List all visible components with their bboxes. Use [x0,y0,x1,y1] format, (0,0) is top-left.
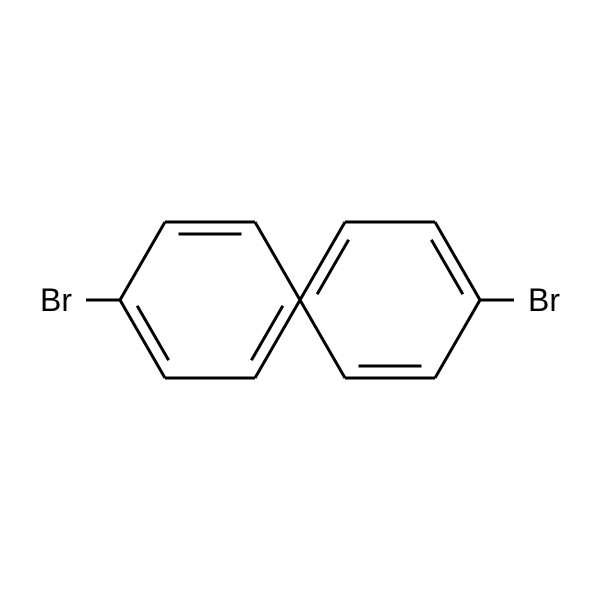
bond [317,240,349,295]
bond [435,222,480,300]
bond [137,306,169,361]
bond [120,300,165,378]
atom-label-BrR: Br [528,282,560,318]
bond [120,222,165,300]
bond [431,240,463,295]
bond [300,300,345,378]
molecule-diagram: Br Br [0,0,600,600]
bond [255,300,300,378]
bond [255,222,300,300]
bond [435,300,480,378]
bond [251,306,283,361]
atom-label-BrL: Br [40,282,72,318]
bond [300,222,345,300]
